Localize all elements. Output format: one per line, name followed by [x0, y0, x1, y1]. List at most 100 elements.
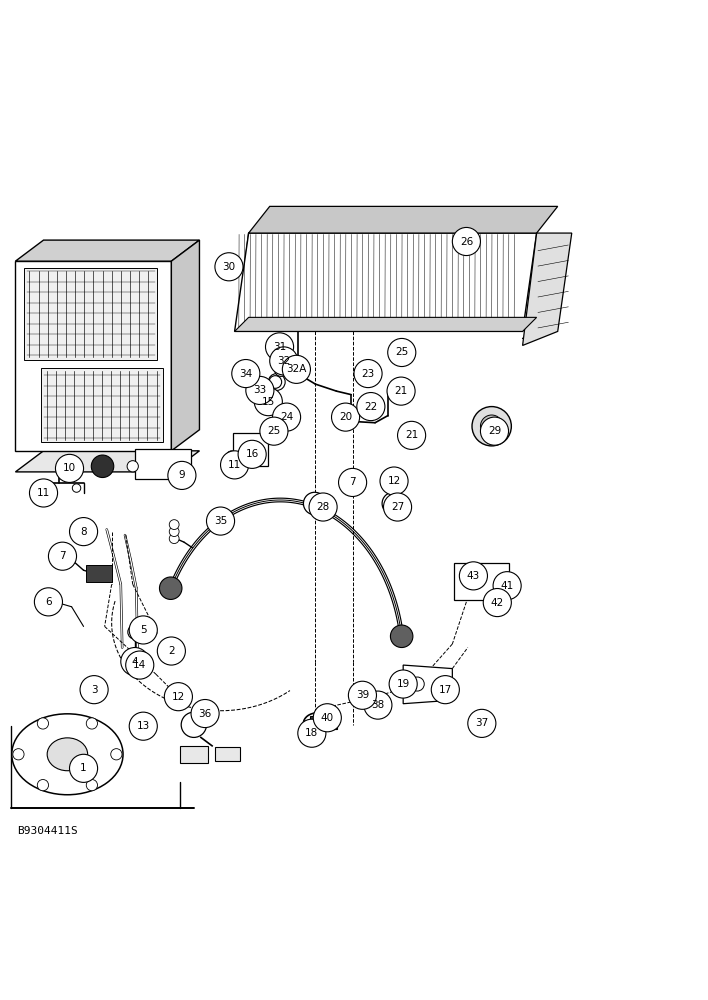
Circle shape — [481, 417, 508, 445]
Circle shape — [191, 699, 219, 728]
Circle shape — [380, 467, 408, 495]
Circle shape — [169, 527, 179, 537]
Circle shape — [35, 588, 62, 616]
Text: 3: 3 — [91, 685, 98, 695]
Circle shape — [468, 709, 496, 737]
Circle shape — [309, 493, 337, 521]
Circle shape — [38, 718, 49, 729]
Circle shape — [48, 542, 76, 570]
Circle shape — [331, 403, 360, 431]
Text: 26: 26 — [459, 237, 473, 247]
Circle shape — [86, 718, 98, 729]
Text: 8: 8 — [80, 527, 87, 537]
Circle shape — [215, 253, 243, 281]
Circle shape — [169, 534, 179, 544]
Text: 30: 30 — [222, 262, 236, 272]
Text: 20: 20 — [339, 412, 352, 422]
Text: 40: 40 — [321, 713, 334, 723]
Polygon shape — [171, 240, 200, 451]
Polygon shape — [16, 451, 200, 472]
Circle shape — [298, 719, 326, 747]
Circle shape — [268, 374, 285, 390]
Bar — [135, 449, 191, 479]
Circle shape — [30, 479, 57, 507]
Circle shape — [110, 749, 122, 760]
Circle shape — [388, 338, 416, 367]
Polygon shape — [403, 665, 452, 704]
Circle shape — [91, 455, 114, 478]
Polygon shape — [234, 317, 537, 331]
Text: 32: 32 — [277, 356, 290, 366]
Bar — [180, 746, 208, 763]
Text: 34: 34 — [239, 369, 253, 379]
Circle shape — [254, 388, 282, 416]
Circle shape — [168, 461, 196, 489]
Circle shape — [387, 377, 415, 405]
Circle shape — [459, 562, 488, 590]
Text: 14: 14 — [133, 660, 147, 670]
Bar — [454, 563, 508, 600]
Circle shape — [269, 376, 282, 388]
Text: 32A: 32A — [286, 364, 307, 374]
Circle shape — [313, 704, 341, 732]
Circle shape — [384, 493, 411, 521]
Circle shape — [130, 616, 157, 644]
Circle shape — [260, 417, 288, 445]
Text: 12: 12 — [172, 692, 185, 702]
Circle shape — [86, 780, 98, 791]
Text: 11: 11 — [228, 460, 241, 470]
Polygon shape — [523, 233, 572, 345]
Circle shape — [390, 625, 413, 648]
Text: 33: 33 — [253, 385, 266, 395]
Text: 25: 25 — [395, 347, 409, 357]
Text: 21: 21 — [394, 386, 408, 396]
Circle shape — [13, 749, 24, 760]
Circle shape — [282, 355, 310, 383]
Circle shape — [164, 683, 193, 711]
Text: 43: 43 — [467, 571, 480, 581]
Circle shape — [338, 468, 367, 496]
Circle shape — [484, 589, 511, 617]
Text: 18: 18 — [305, 728, 319, 738]
Circle shape — [128, 625, 142, 639]
Text: 12: 12 — [387, 476, 401, 486]
Circle shape — [275, 364, 287, 376]
Text: B9304411S: B9304411S — [17, 826, 78, 836]
Circle shape — [272, 353, 285, 366]
Circle shape — [270, 347, 298, 375]
Text: 19: 19 — [396, 679, 410, 689]
Circle shape — [269, 341, 282, 353]
Bar — [40, 596, 55, 607]
Text: 22: 22 — [364, 402, 377, 412]
Circle shape — [157, 637, 185, 665]
Bar — [24, 268, 157, 360]
Text: 11: 11 — [37, 488, 50, 498]
Bar — [310, 716, 337, 729]
Text: 37: 37 — [475, 718, 489, 728]
Text: 2: 2 — [168, 646, 175, 656]
Polygon shape — [234, 233, 537, 331]
Circle shape — [304, 492, 326, 515]
Bar — [86, 565, 113, 582]
Circle shape — [226, 451, 237, 462]
Text: 38: 38 — [371, 700, 384, 710]
Circle shape — [232, 360, 260, 388]
Circle shape — [367, 691, 381, 705]
Bar — [233, 433, 268, 466]
Circle shape — [364, 691, 392, 719]
Circle shape — [410, 677, 424, 691]
Circle shape — [452, 227, 481, 256]
Circle shape — [121, 648, 149, 676]
Circle shape — [382, 492, 404, 515]
Circle shape — [354, 685, 365, 697]
Circle shape — [348, 681, 377, 709]
Circle shape — [472, 407, 511, 446]
Text: 36: 36 — [198, 709, 212, 719]
Circle shape — [357, 393, 385, 421]
Text: 27: 27 — [391, 502, 404, 512]
Circle shape — [481, 415, 503, 437]
Circle shape — [494, 586, 508, 600]
Text: 39: 39 — [356, 690, 369, 700]
Text: 24: 24 — [280, 412, 293, 422]
Text: 9: 9 — [178, 470, 185, 480]
